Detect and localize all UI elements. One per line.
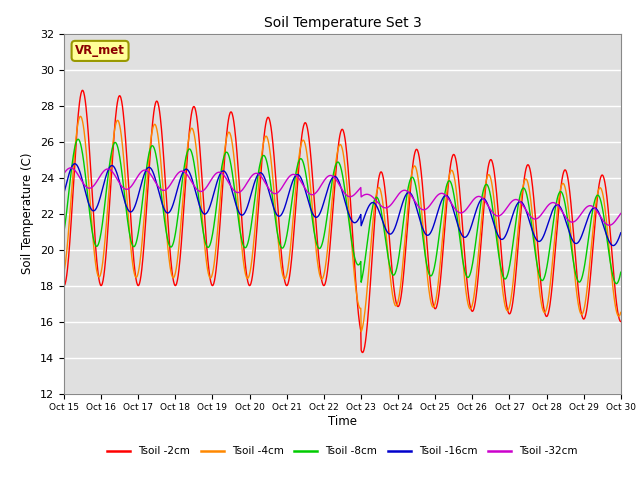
Tsoil -32cm <box>67 165 74 171</box>
Tsoil -32cm <box>617 211 625 216</box>
Tsoil -4cm <box>171 273 179 278</box>
Tsoil -16cm <box>617 230 625 236</box>
Tsoil -32cm <box>551 200 559 206</box>
Tsoil -2cm <box>359 349 367 355</box>
Y-axis label: Soil Temperature (C): Soil Temperature (C) <box>22 153 35 275</box>
Tsoil -32cm <box>429 198 437 204</box>
Legend: Tsoil -2cm, Tsoil -4cm, Tsoil -8cm, Tsoil -16cm, Tsoil -32cm: Tsoil -2cm, Tsoil -4cm, Tsoil -8cm, Tsoi… <box>103 442 582 460</box>
Tsoil -32cm <box>184 173 192 179</box>
Tsoil -8cm <box>551 207 559 213</box>
Tsoil -2cm <box>552 245 559 251</box>
Tsoil -16cm <box>551 203 559 209</box>
Title: Soil Temperature Set 3: Soil Temperature Set 3 <box>264 16 421 30</box>
Tsoil -8cm <box>246 227 254 233</box>
Tsoil -8cm <box>184 147 192 153</box>
Tsoil -2cm <box>171 282 179 288</box>
Tsoil -4cm <box>429 304 437 310</box>
Tsoil -32cm <box>605 222 613 228</box>
Tsoil -2cm <box>617 319 625 324</box>
Tsoil -4cm <box>246 266 254 272</box>
Tsoil -8cm <box>617 269 625 275</box>
Line: Tsoil -4cm: Tsoil -4cm <box>64 116 621 332</box>
Tsoil -2cm <box>184 142 192 147</box>
Tsoil -4cm <box>184 139 192 144</box>
Tsoil -4cm <box>502 307 510 312</box>
Tsoil -8cm <box>171 235 179 240</box>
Tsoil -16cm <box>429 224 437 230</box>
Text: VR_met: VR_met <box>75 44 125 58</box>
Tsoil -16cm <box>60 190 68 196</box>
Tsoil -16cm <box>171 196 179 202</box>
Tsoil -8cm <box>612 281 620 287</box>
Tsoil -4cm <box>60 269 68 275</box>
Tsoil -2cm <box>429 302 437 308</box>
Tsoil -8cm <box>60 228 68 234</box>
Tsoil -2cm <box>60 283 68 288</box>
Tsoil -32cm <box>246 175 254 180</box>
Tsoil -4cm <box>77 113 84 119</box>
Tsoil -4cm <box>357 329 365 335</box>
Tsoil -32cm <box>60 170 68 176</box>
Line: Tsoil -16cm: Tsoil -16cm <box>64 164 621 246</box>
Tsoil -2cm <box>502 300 510 306</box>
Tsoil -16cm <box>502 232 509 238</box>
Tsoil -2cm <box>79 87 86 93</box>
Tsoil -16cm <box>184 168 192 173</box>
X-axis label: Time: Time <box>328 415 357 428</box>
Tsoil -32cm <box>171 175 179 180</box>
Tsoil -16cm <box>246 193 254 199</box>
Tsoil -32cm <box>502 206 509 212</box>
Tsoil -16cm <box>71 161 79 167</box>
Tsoil -8cm <box>502 276 509 281</box>
Tsoil -16cm <box>609 243 617 249</box>
Tsoil -8cm <box>429 269 437 275</box>
Tsoil -2cm <box>246 282 254 288</box>
Tsoil -8cm <box>74 136 82 142</box>
Tsoil -4cm <box>552 227 559 233</box>
Tsoil -4cm <box>617 310 625 315</box>
Line: Tsoil -2cm: Tsoil -2cm <box>64 90 621 352</box>
Line: Tsoil -8cm: Tsoil -8cm <box>64 139 621 284</box>
Line: Tsoil -32cm: Tsoil -32cm <box>64 168 621 225</box>
